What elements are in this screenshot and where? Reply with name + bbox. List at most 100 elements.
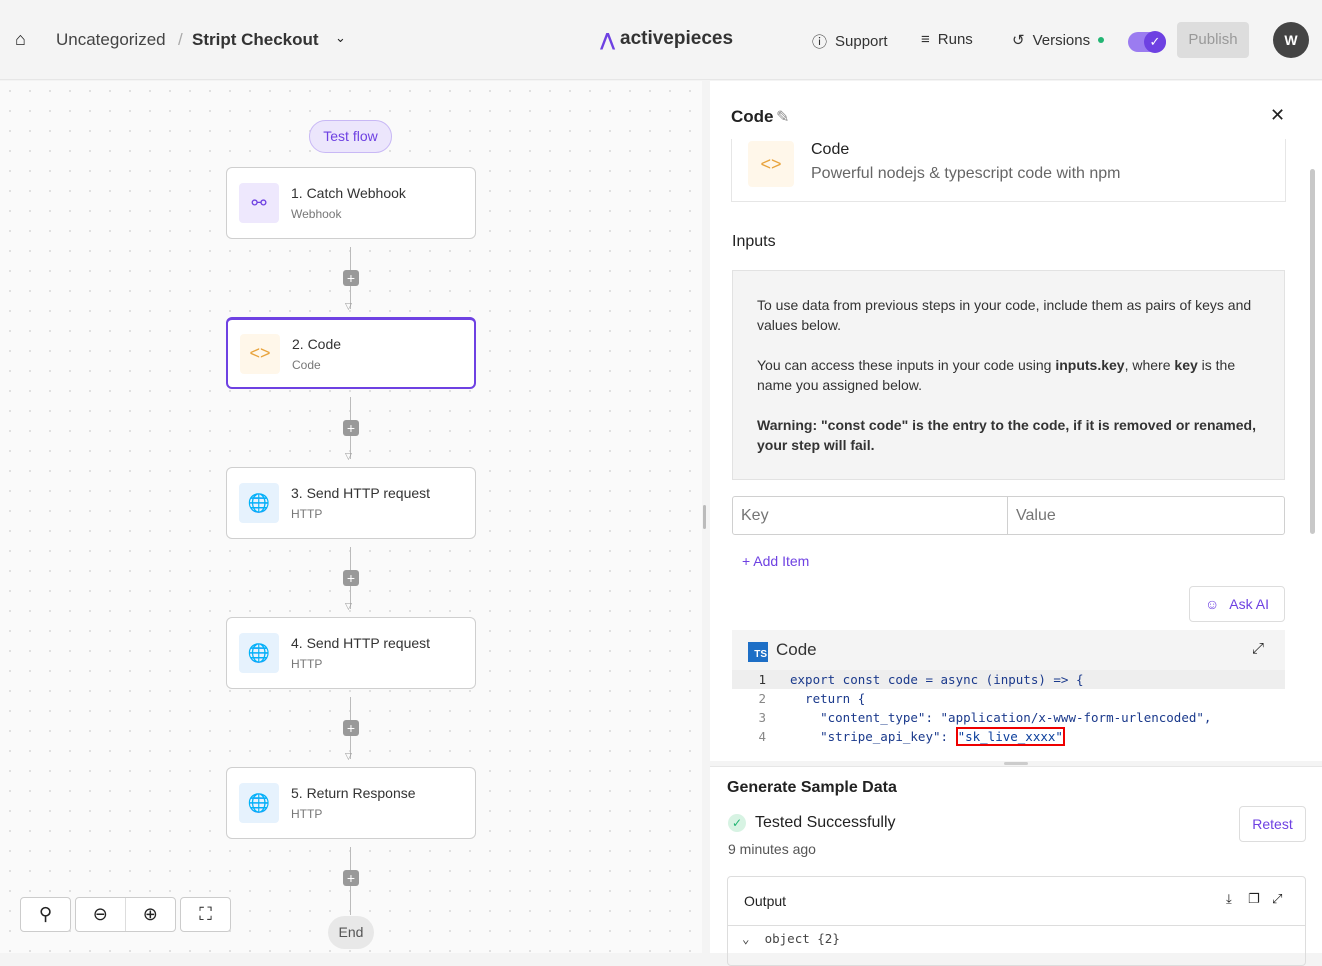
status-dot (1098, 37, 1105, 43)
inputs-info-box: To use data from previous steps in your … (732, 270, 1285, 480)
chevron-down-icon: ⌄ (742, 931, 750, 946)
add-step-button[interactable]: + (343, 420, 359, 436)
flow-name[interactable]: Stript Checkout (192, 30, 319, 49)
code-line: 4 "stripe_api_key": "sk_live_xxxx" (758, 727, 1065, 746)
publish-toggle[interactable]: ✓ (1128, 31, 1166, 53)
code-editor-label: Code (776, 640, 817, 659)
versions-label: Versions (1032, 31, 1091, 49)
runs-icon: ≡ (921, 31, 930, 48)
check-circle-icon: ✓ (728, 814, 746, 832)
step-title: 3. Send HTTP request (291, 485, 431, 501)
info-text: To use data from previous steps in your … (757, 297, 1252, 333)
output-label: Output (744, 893, 787, 909)
arrow-down-icon: ▽ (345, 601, 352, 611)
test-flow-button[interactable]: Test flow (309, 120, 392, 153)
runs-link[interactable]: ≡ Runs (921, 31, 973, 48)
step-subtitle: HTTP (291, 807, 323, 821)
step-subtitle: HTTP (291, 657, 323, 671)
code-line: 1 export const code = async (inputs) => { (732, 670, 1285, 689)
sample-data-panel: Generate Sample Data ✓ Tested Successful… (710, 766, 1322, 966)
flow-step[interactable]: <> 2. Code Code (226, 317, 476, 389)
flow-step[interactable]: 🌐 4. Send HTTP request HTTP (226, 617, 476, 689)
search-icon: ⚲ (38, 904, 53, 924)
flow-step[interactable]: ⚯ 1. Catch Webhook Webhook (226, 167, 476, 239)
ask-ai-label: Ask AI (1229, 596, 1269, 612)
step-settings-panel: Code ✎ ✕ <> Code Powerful nodejs & types… (710, 81, 1322, 761)
runs-label: Runs (937, 31, 973, 48)
versions-link[interactable]: ↺ Versions (1012, 31, 1105, 49)
support-label: Support (835, 33, 888, 50)
copy-icon[interactable]: ❐ (1248, 891, 1260, 906)
panel-resize-handle[interactable] (1004, 762, 1028, 765)
check-icon: ✓ (1144, 31, 1166, 53)
top-bar: ⌂ Uncategorized / Stript Checkout ⌄ ⋀ ac… (0, 0, 1322, 80)
typescript-icon: TS (748, 642, 768, 662)
step-subtitle: HTTP (291, 507, 323, 521)
sample-data-title: Generate Sample Data (727, 779, 897, 796)
add-step-button[interactable]: + (343, 720, 359, 736)
support-link[interactable]: ⓘ Support (812, 31, 888, 52)
code-icon: <> (748, 141, 794, 187)
zoom-out-icon[interactable]: ⊖ (76, 898, 126, 931)
globe-icon: 🌐 (239, 483, 279, 523)
step-title: 4. Send HTTP request (291, 635, 431, 651)
code-icon: <> (240, 333, 280, 374)
step-title: 5. Return Response (291, 785, 416, 801)
object-node: object {2} (764, 931, 840, 946)
download-icon[interactable]: ⤓ (1226, 891, 1232, 906)
add-step-button[interactable]: + (343, 870, 359, 886)
flow-step[interactable]: 🌐 3. Send HTTP request HTTP (226, 467, 476, 539)
add-item-button[interactable]: + Add Item (742, 553, 810, 569)
close-icon[interactable]: ✕ (1270, 105, 1286, 125)
end-marker: End (328, 916, 374, 949)
robot-icon: ☺ (1205, 596, 1220, 612)
highlighted-api-key: "sk_live_xxxx" (955, 727, 1065, 746)
scrollbar[interactable] (1310, 169, 1315, 534)
add-step-button[interactable]: + (343, 570, 359, 586)
retest-button[interactable]: Retest (1239, 806, 1306, 842)
logo-icon: ⋀ (600, 30, 616, 50)
history-icon: ↺ (1012, 32, 1025, 49)
code-editor[interactable]: 1 export const code = async (inputs) => {… (732, 670, 1285, 752)
arrow-down-icon: ▽ (345, 751, 352, 761)
zoom-in-icon[interactable]: ⊕ (142, 904, 158, 924)
pencil-icon[interactable]: ✎ (776, 109, 790, 126)
expand-icon[interactable]: ⤢ (1272, 891, 1283, 906)
chevron-down-icon[interactable]: ⌄ (335, 30, 346, 45)
add-step-button[interactable]: + (343, 270, 359, 286)
key-input[interactable] (733, 497, 1008, 534)
warning-text: Warning: "const code" is the entry to th… (757, 417, 1256, 453)
value-input[interactable] (1008, 497, 1284, 534)
breadcrumb-folder[interactable]: Uncategorized (56, 30, 166, 49)
publish-button[interactable]: Publish (1177, 22, 1249, 58)
piece-description: Powerful nodejs & typescript code with n… (811, 165, 1121, 182)
help-icon: ⓘ (812, 34, 828, 51)
output-tree[interactable]: ⌄ object {2} (742, 931, 840, 946)
globe-icon: 🌐 (239, 783, 279, 823)
piece-name: Code (811, 141, 850, 158)
logo: activepieces (620, 28, 734, 49)
home-icon[interactable]: ⌂ (15, 29, 26, 49)
flow-step[interactable]: 🌐 5. Return Response HTTP (226, 767, 476, 839)
step-title: 1. Catch Webhook (291, 185, 406, 201)
code-line: 2 return { (758, 691, 866, 706)
zoom-reset-button[interactable]: ⚲ (20, 897, 71, 932)
arrow-down-icon: ▽ (345, 301, 352, 311)
webhook-icon: ⚯ (239, 183, 279, 223)
resize-handle[interactable] (703, 505, 706, 529)
test-time: 9 minutes ago (728, 841, 816, 857)
expand-icon[interactable]: ⤢ (1252, 640, 1265, 657)
code-line: 3 "content_type": "application/x-www-for… (758, 710, 1212, 725)
panel-title: Code (731, 107, 774, 126)
info-text: You can access these inputs in your code… (757, 357, 1236, 393)
avatar[interactable]: W (1273, 22, 1309, 58)
ask-ai-button[interactable]: ☺ Ask AI (1189, 586, 1285, 622)
fit-view-icon: ⛶ (199, 904, 212, 924)
step-subtitle: Code (292, 357, 321, 372)
zoom-controls: ⊖ ⊕ (75, 897, 176, 932)
test-status: Tested Successfully (755, 814, 896, 831)
inputs-label: Inputs (732, 233, 776, 250)
step-title: 2. Code (292, 335, 342, 352)
globe-icon: 🌐 (239, 633, 279, 673)
fit-view-button[interactable]: ⛶ (180, 897, 231, 932)
